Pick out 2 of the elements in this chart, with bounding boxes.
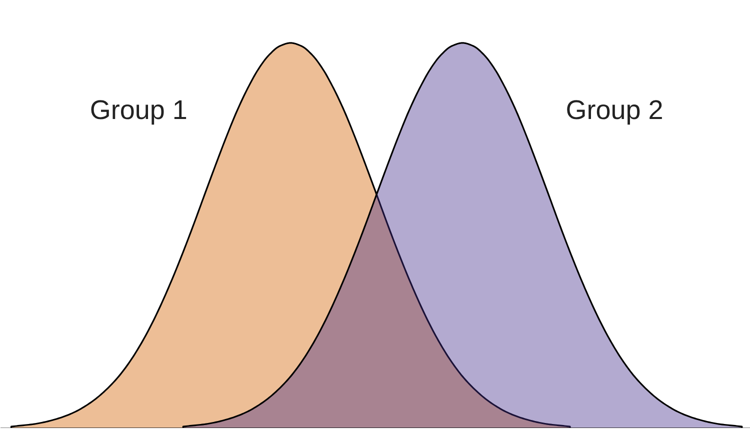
series-label: Group 1 <box>90 94 188 125</box>
series-label: Group 2 <box>566 94 664 125</box>
